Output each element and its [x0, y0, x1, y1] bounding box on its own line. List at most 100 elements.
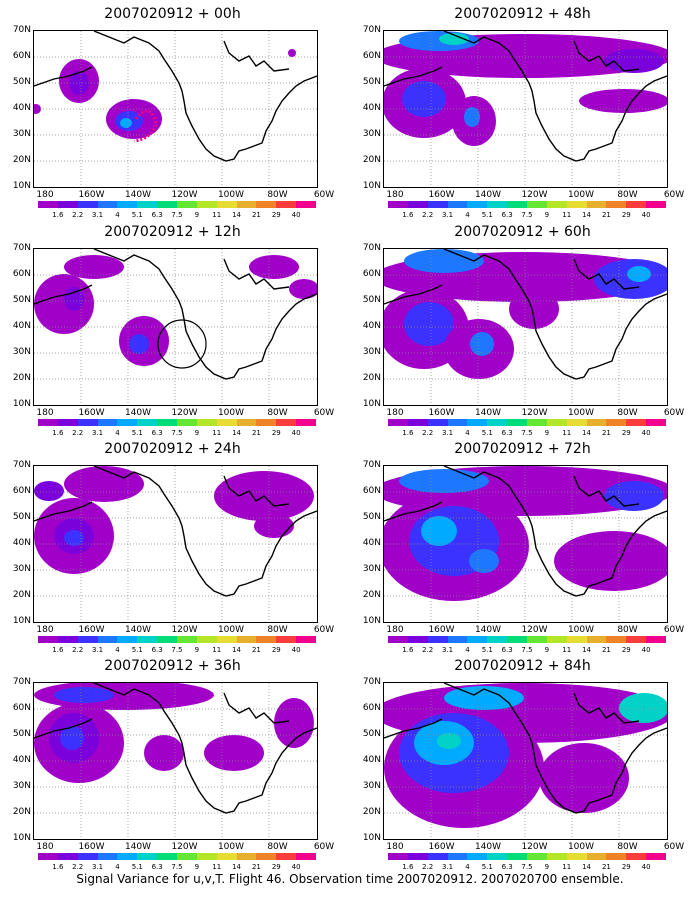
colorbar-swatch	[546, 853, 567, 860]
lon-tick-label: 100W	[567, 625, 595, 635]
colorbar-label: 2.2	[72, 646, 84, 654]
colorbar-swatch	[97, 636, 118, 643]
lon-tick-label: 180	[386, 842, 404, 852]
colorbar-label: 5.1	[131, 211, 143, 219]
colorbar	[388, 201, 667, 208]
colorbar-label: 14	[232, 863, 242, 871]
colorbar	[388, 419, 667, 426]
colorbar-label: 1.6	[52, 646, 64, 654]
map-svg	[34, 683, 317, 839]
lat-tick-label: 50N	[362, 77, 381, 87]
colorbar-label: 1.6	[402, 429, 414, 437]
colorbar-swatch	[38, 636, 58, 643]
variance-contour	[144, 735, 184, 771]
variance-contour	[34, 481, 64, 501]
colorbar-label: 40	[641, 863, 651, 871]
colorbar-label: 3.1	[441, 646, 454, 654]
colorbar-swatch	[196, 636, 217, 643]
colorbar-label: 11	[212, 211, 222, 219]
variance-contour	[60, 726, 84, 750]
colorbar-swatch	[507, 853, 528, 860]
lon-tick-label: 180	[386, 408, 404, 418]
variance-contour	[64, 530, 84, 546]
variance-contour	[289, 279, 317, 299]
colorbar-swatch	[606, 853, 627, 860]
colorbar-label: 1.6	[52, 429, 64, 437]
colorbar-label: 6.3	[151, 211, 163, 219]
colorbar-label: 5.1	[481, 863, 493, 871]
lon-tick-label: 60W	[313, 842, 335, 852]
colorbar-swatch	[646, 636, 667, 643]
colorbar-label: 21	[251, 863, 261, 871]
lon-tick-label: 180	[36, 625, 54, 635]
lat-tick-label: 10N	[362, 833, 381, 843]
colorbar-swatch	[606, 636, 627, 643]
colorbar-label: 6.3	[501, 646, 513, 654]
colorbar-label: 11	[212, 429, 222, 437]
lat-tick-label: 30N	[12, 564, 31, 574]
flight-track	[133, 109, 158, 143]
map-svg	[34, 249, 317, 405]
colorbar-swatch	[137, 201, 158, 208]
lat-tick-label: 70N	[362, 460, 381, 470]
colorbar-swatch	[487, 636, 508, 643]
colorbar-swatch	[77, 853, 98, 860]
colorbar-swatch	[586, 201, 607, 208]
colorbar-label: 14	[232, 211, 242, 219]
colorbar-swatch	[256, 419, 277, 426]
colorbar-swatch	[196, 853, 217, 860]
map-panel: 2007020912 + 12h 70N 60N 50N 40N 30N 20N 10N 180…	[0, 218, 345, 438]
variance-contour	[249, 255, 299, 279]
colorbar-swatch	[216, 853, 237, 860]
lat-tick-label: 30N	[362, 129, 381, 139]
lon-tick-label: 160W	[78, 408, 105, 418]
colorbar	[38, 201, 317, 208]
colorbar-swatch	[467, 853, 488, 860]
variance-contour	[54, 687, 114, 703]
colorbar-swatch	[388, 636, 408, 643]
lon-tick-label: 60W	[663, 625, 685, 635]
map-area	[383, 465, 668, 623]
colorbar-label: 5.1	[131, 863, 143, 871]
lat-tick-label: 70N	[362, 677, 381, 687]
colorbar-label: 9	[544, 863, 550, 871]
colorbar-label: 21	[251, 429, 261, 437]
map-area	[383, 30, 668, 188]
colorbar-label: 14	[582, 211, 592, 219]
map-svg	[34, 466, 317, 622]
colorbar-swatch	[546, 201, 567, 208]
lat-tick-label: 50N	[12, 512, 31, 522]
colorbar-label: 21	[251, 646, 261, 654]
colorbar-label: 5.1	[481, 429, 493, 437]
colorbar-label: 11	[562, 646, 572, 654]
colorbar-label: 29	[271, 211, 281, 219]
lon-tick-label: 60W	[663, 190, 685, 200]
map-svg	[384, 466, 667, 622]
colorbar-swatch	[137, 636, 158, 643]
colorbar-swatch	[507, 636, 528, 643]
colorbar-swatch	[427, 419, 448, 426]
lon-tick-label: 80W	[267, 842, 288, 852]
colorbar-swatch	[646, 419, 667, 426]
variance-contour	[421, 516, 457, 546]
colorbar-label: 3.1	[441, 863, 454, 871]
lat-tick-label: 10N	[12, 833, 31, 843]
colorbar-swatch	[626, 201, 647, 208]
variance-contour	[470, 332, 494, 356]
coastline	[384, 66, 443, 87]
colorbar-label: 3.1	[441, 429, 454, 437]
colorbar-label: 9	[194, 429, 200, 437]
lon-tick-label: 100W	[217, 842, 245, 852]
variance-contour	[64, 287, 84, 311]
map-svg	[384, 249, 667, 405]
variance-contour	[464, 107, 480, 127]
colorbar-label: 9	[194, 211, 200, 219]
map-svg	[34, 31, 317, 187]
colorbar-label: 4	[115, 211, 120, 219]
colorbar-swatch	[236, 419, 257, 426]
variance-contour	[604, 481, 664, 511]
coastline	[223, 258, 290, 290]
colorbar-swatch	[407, 636, 428, 643]
lat-tick-label: 70N	[12, 243, 31, 253]
colorbar-label: 5.1	[131, 429, 143, 437]
